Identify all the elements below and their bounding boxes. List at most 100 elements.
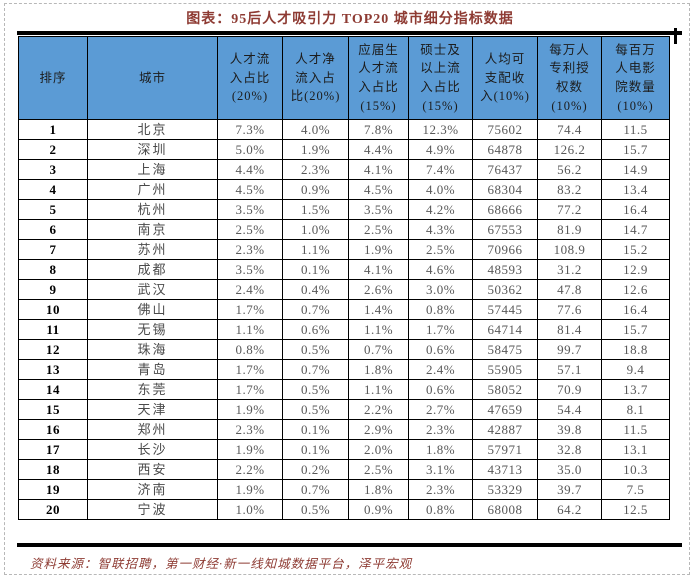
value-cell: 2.0% [348,439,409,460]
value-cell: 58475 [472,339,538,360]
value-cell: 64878 [472,139,538,160]
value-cell: 1.9% [217,479,283,500]
value-cell: 0.5% [282,379,349,400]
value-cell: 1.1% [348,379,409,400]
value-cell: 0.7% [282,359,349,380]
value-cell: 1.7% [217,359,283,380]
city-cell: 西安 [87,459,218,480]
value-cell: 3.5% [217,199,283,220]
value-cell: 12.6 [601,279,670,300]
value-cell: 4.2% [408,199,473,220]
value-cell: 0.8% [408,499,473,520]
value-cell: 2.3% [282,159,349,180]
city-cell: 天津 [87,399,218,420]
column-header-7: 每万人 专利授 权数 (10%) [537,36,602,120]
table-row: 14 东莞 1.7% 0.5% 1.1% 0.6% 58052 70.9 13.7 [18,379,670,400]
value-cell: 57445 [472,299,538,320]
value-cell: 70.9 [537,379,602,400]
value-cell: 0.9% [348,499,409,520]
value-cell: 8.1 [601,399,670,420]
source-note: 资料来源：智联招聘，第一财经·新一线知城数据平台，泽平宏观 [30,557,413,571]
value-cell: 58052 [472,379,538,400]
value-cell: 0.5% [282,499,349,520]
value-cell: 7.4% [408,159,473,180]
value-cell: 70966 [472,239,538,260]
value-cell: 1.9% [217,399,283,420]
table-row: 3 上海 4.4% 2.3% 4.1% 7.4% 76437 56.2 14.9 [18,159,670,180]
rank-cell: 10 [18,299,88,320]
table-row: 15 天津 1.9% 0.5% 2.2% 2.7% 47659 54.4 8.1 [18,399,670,420]
rank-cell: 1 [18,119,88,140]
column-header-1: 城市 [87,36,218,120]
city-cell: 杭州 [87,199,218,220]
value-cell: 2.2% [348,399,409,420]
column-header-6: 人均可 支配收 入(10%) [472,36,538,120]
value-cell: 0.1% [282,439,349,460]
value-cell: 67553 [472,219,538,240]
value-cell: 0.8% [408,299,473,320]
city-cell: 上海 [87,159,218,180]
city-cell: 宁波 [87,499,218,520]
rank-cell: 3 [18,159,88,180]
table-row: 20 宁波 1.0% 0.5% 0.9% 0.8% 68008 64.2 12.5 [18,499,670,520]
column-header-0: 排序 [18,36,88,120]
value-cell: 4.5% [217,179,283,200]
table-body: 1 北京 7.3% 4.0% 7.8% 12.3% 75602 74.4 11.5 2 深圳 5.0%… [18,119,670,520]
value-cell: 47659 [472,399,538,420]
rank-cell: 6 [18,219,88,240]
rank-cell: 13 [18,359,88,380]
table-header: 排序 城市 人才流 入占比 (20%) 人才净 流入占 比(20%) 应届生 人才流 入… [18,36,670,120]
value-cell: 77.6 [537,299,602,320]
value-cell: 1.4% [348,299,409,320]
value-cell: 3.5% [217,259,283,280]
value-cell: 4.1% [348,259,409,280]
value-cell: 43713 [472,459,538,480]
rank-cell: 8 [18,259,88,280]
table-row: 12 珠海 0.8% 0.5% 0.7% 0.6% 58475 99.7 18.8 [18,339,670,360]
value-cell: 12.5 [601,499,670,520]
value-cell: 4.1% [348,159,409,180]
value-cell: 0.5% [282,339,349,360]
value-cell: 12.9 [601,259,670,280]
table-row: 10 佛山 1.7% 0.7% 1.4% 0.8% 57445 77.6 16.4 [18,299,670,320]
value-cell: 18.8 [601,339,670,360]
value-cell: 2.3% [408,479,473,500]
value-cell: 48593 [472,259,538,280]
rank-cell: 14 [18,379,88,400]
value-cell: 7.3% [217,119,283,140]
value-cell: 2.3% [408,419,473,440]
value-cell: 1.8% [348,359,409,380]
indicators-table: 排序 城市 人才流 入占比 (20%) 人才净 流入占 比(20%) 应届生 人才流 入… [18,36,670,520]
rank-cell: 16 [18,419,88,440]
value-cell: 0.5% [282,399,349,420]
value-cell: 57971 [472,439,538,460]
value-cell: 83.2 [537,179,602,200]
table-row: 4 广州 4.5% 0.9% 4.5% 4.0% 68304 83.2 13.4 [18,179,670,200]
value-cell: 1.1% [217,319,283,340]
value-cell: 2.6% [348,279,409,300]
rank-cell: 7 [18,239,88,260]
table-row: 8 成都 3.5% 0.1% 4.1% 4.6% 48593 31.2 12.9 [18,259,670,280]
value-cell: 1.9% [217,439,283,460]
value-cell: 16.4 [601,199,670,220]
value-cell: 76437 [472,159,538,180]
city-cell: 东莞 [87,379,218,400]
rank-cell: 19 [18,479,88,500]
rank-cell: 17 [18,439,88,460]
value-cell: 32.8 [537,439,602,460]
value-cell: 0.6% [408,339,473,360]
city-cell: 深圳 [87,139,218,160]
value-cell: 77.2 [537,199,602,220]
value-cell: 0.4% [282,279,349,300]
value-cell: 2.4% [408,359,473,380]
value-cell: 4.4% [217,159,283,180]
value-cell: 0.6% [408,379,473,400]
table-row: 6 南京 2.5% 1.0% 2.5% 4.3% 67553 81.9 14.7 [18,219,670,240]
city-cell: 成都 [87,259,218,280]
city-cell: 济南 [87,479,218,500]
value-cell: 9.4 [601,359,670,380]
value-cell: 2.3% [217,239,283,260]
rank-cell: 20 [18,499,88,520]
value-cell: 0.9% [282,179,349,200]
value-cell: 1.7% [408,319,473,340]
